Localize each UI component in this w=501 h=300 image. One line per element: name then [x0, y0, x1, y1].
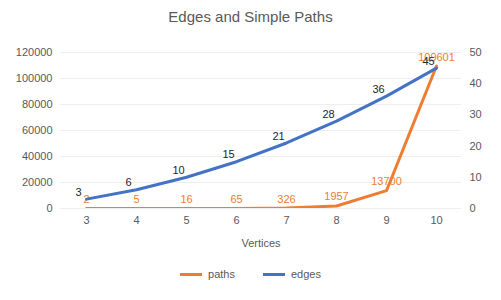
svg-text:65: 65 — [230, 193, 242, 205]
svg-text:1957: 1957 — [324, 190, 348, 202]
svg-text:45: 45 — [422, 55, 434, 67]
svg-text:100000: 100000 — [16, 72, 53, 84]
svg-text:0: 0 — [470, 202, 476, 214]
svg-text:10: 10 — [470, 171, 482, 183]
svg-text:8: 8 — [333, 214, 339, 226]
svg-text:4: 4 — [133, 214, 139, 226]
html-text:paths: paths — [208, 268, 235, 280]
svg-text:6: 6 — [233, 214, 239, 226]
svg-text:15: 15 — [222, 148, 234, 160]
svg-text:30: 30 — [470, 108, 482, 120]
svg-text:80000: 80000 — [22, 98, 53, 110]
svg-text:Vertices: Vertices — [241, 237, 281, 249]
svg-text:10: 10 — [430, 214, 442, 226]
svg-text:20000: 20000 — [22, 176, 53, 188]
svg-text:21: 21 — [272, 130, 284, 142]
svg-text:3: 3 — [83, 214, 89, 226]
svg-text:3: 3 — [75, 186, 81, 198]
svg-text:20: 20 — [470, 140, 482, 152]
svg-text:5: 5 — [183, 214, 189, 226]
svg-text:13700: 13700 — [371, 175, 402, 187]
svg-text:0: 0 — [46, 202, 52, 214]
svg-text:6: 6 — [125, 176, 131, 188]
svg-text:109601: 109601 — [418, 50, 455, 63]
svg-text:9: 9 — [383, 214, 389, 226]
svg-text:7: 7 — [283, 214, 289, 226]
svg-text:60000: 60000 — [22, 124, 53, 136]
svg-text:36: 36 — [372, 83, 384, 95]
svg-text:5: 5 — [133, 193, 139, 205]
html-text:Edges and Simple Paths: Edges and Simple Paths — [168, 8, 333, 25]
svg-text:2: 2 — [83, 193, 90, 205]
html-text:edges: edges — [291, 268, 321, 280]
svg-text:40000: 40000 — [22, 150, 53, 162]
svg-text:120000: 120000 — [16, 46, 53, 58]
svg-text:28: 28 — [322, 108, 334, 120]
svg-text:10: 10 — [172, 164, 184, 176]
svg-text:326: 326 — [277, 193, 295, 205]
svg-text:50: 50 — [470, 46, 482, 58]
svg-text:16: 16 — [180, 193, 192, 205]
svg-text:40: 40 — [470, 77, 482, 89]
